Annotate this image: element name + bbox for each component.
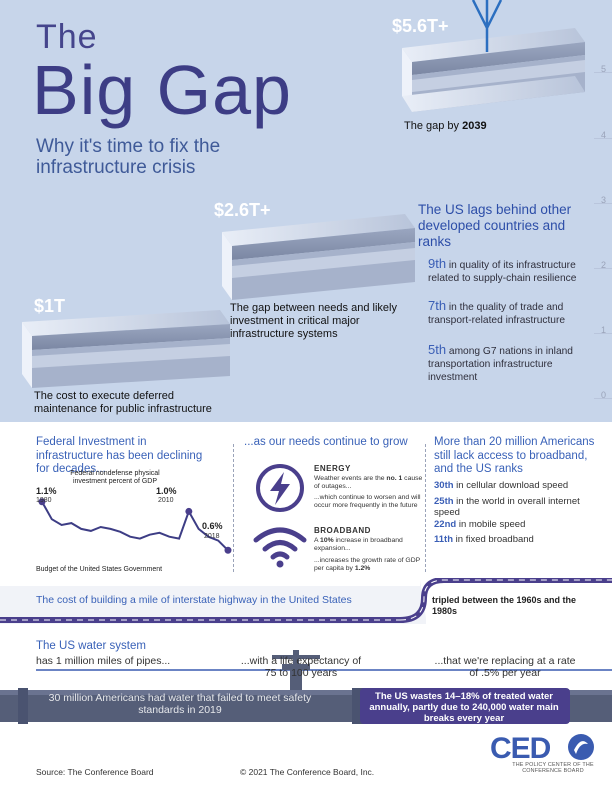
rank-item: 9th in quality of its infrastructure rel… bbox=[428, 256, 600, 286]
point-year: 2018 bbox=[204, 533, 220, 540]
axis-tick: 5 bbox=[600, 64, 606, 74]
water-life-text: ...with a life expectancy of 75 to 100 y… bbox=[240, 655, 362, 679]
federal-heading: Federal Investment in infrastructure has… bbox=[36, 436, 203, 475]
amount-1t: $1T bbox=[34, 296, 66, 316]
rank-text: in fixed broadband bbox=[453, 534, 534, 545]
axis-tick-line bbox=[594, 203, 612, 204]
unsafe-water-text: 30 million Americans had water that fail… bbox=[48, 692, 312, 716]
rank-text: in cellular download speed bbox=[453, 480, 569, 491]
broadband-rank: 11th in fixed broadband bbox=[434, 534, 604, 545]
axis-tick: 1 bbox=[600, 325, 606, 335]
footer-copyright: © 2021 The Conference Board, Inc. bbox=[240, 767, 375, 777]
rank-item: 7th in the quality of trade and transpor… bbox=[428, 298, 600, 328]
point-year: 1980 bbox=[36, 497, 52, 504]
broadband-text-emph: 10% bbox=[320, 537, 334, 544]
axis-tick: 4 bbox=[600, 130, 606, 140]
energy-text-part: Weather events are the bbox=[314, 475, 385, 482]
rank-number: 22nd bbox=[434, 519, 457, 530]
ced-logo: CED bbox=[490, 732, 551, 765]
rank-number: 30th bbox=[434, 480, 454, 491]
footer-source: Source: The Conference Board bbox=[36, 767, 154, 777]
broadband-rank: 25th in the world in overall internet sp… bbox=[434, 496, 584, 518]
beam-5-6t bbox=[402, 0, 585, 112]
chart-point bbox=[185, 507, 193, 515]
beam-1t bbox=[22, 310, 230, 388]
beam-2-6t bbox=[222, 214, 415, 300]
axis-tick: 2 bbox=[600, 260, 606, 270]
point-label: 1.0% bbox=[156, 486, 177, 496]
lag-heading: The US lags behind other developed count… bbox=[418, 202, 572, 249]
title-the: The bbox=[36, 18, 98, 56]
energy-text-1: Weather events are the no. 1 cause of ou… bbox=[314, 475, 424, 491]
axis-tick: 0 bbox=[600, 390, 606, 400]
broadband-text-part: A bbox=[314, 537, 321, 544]
energy-text-emph: no. 1 bbox=[386, 475, 403, 482]
ced-logo-mark bbox=[568, 734, 594, 760]
tripled-text: tripled between the 1960s and the 1980s bbox=[432, 595, 577, 616]
rank-item: 5th among G7 nations in inland transport… bbox=[428, 342, 600, 384]
amount-2-6t: $2.6T+ bbox=[214, 200, 271, 220]
needs-heading: ...as our needs continue to grow bbox=[244, 436, 408, 448]
caption-2-6t: The gap between needs and likely investm… bbox=[230, 302, 397, 340]
caption-5-6t: The gap by 2039 bbox=[404, 120, 487, 133]
rank-text: in quality of its infrastructure related… bbox=[428, 260, 577, 284]
axis-tick-line bbox=[594, 398, 612, 399]
federal-investment-chart bbox=[38, 498, 232, 554]
caption-year: 2039 bbox=[462, 120, 487, 132]
rank-number: 5th bbox=[428, 342, 447, 357]
water-waste-text: The US wastes 14–18% of treated water an… bbox=[369, 691, 559, 724]
rank-number: 9th bbox=[428, 256, 447, 271]
axis-tick-line bbox=[594, 138, 612, 139]
road-cost-text: The cost of building a mile of interstat… bbox=[36, 594, 352, 606]
rank-text: in the quality of trade and transport-re… bbox=[428, 302, 566, 326]
lightning-icon bbox=[256, 464, 304, 512]
caption-prefix: The gap by bbox=[404, 120, 463, 132]
hero-section: The Big Gap Why it's time to fix the inf… bbox=[0, 0, 612, 422]
divider bbox=[425, 444, 426, 572]
rank-number: 25th bbox=[434, 496, 454, 507]
rank-text: among G7 nations in inland transportatio… bbox=[428, 346, 573, 383]
broadband-text-1: A 10% increase in broadband expansion... bbox=[314, 537, 422, 553]
chart-point bbox=[224, 546, 232, 554]
water-heading: The US water system bbox=[36, 640, 146, 652]
energy-text-2: ...which continue to worsen and will occ… bbox=[314, 494, 421, 509]
broadband-gap-heading: More than 20 million Americans still lac… bbox=[434, 436, 595, 475]
broadband-rank: 22nd in mobile speed bbox=[434, 519, 604, 530]
axis-tick-line bbox=[594, 72, 612, 73]
rank-number: 7th bbox=[428, 298, 447, 313]
ced-tagline: THE POLICY CENTER OF THE CONFERENCE BOAR… bbox=[512, 762, 594, 775]
point-label: 0.6% bbox=[202, 521, 223, 531]
broadband-rank: 30th in cellular download speed bbox=[434, 480, 604, 491]
broadband-text-part: ...increases the growth rate of GDP per … bbox=[314, 557, 421, 572]
subtitle: Why it's time to fix the infrastructure … bbox=[36, 136, 221, 178]
energy-title: ENERGY bbox=[314, 464, 351, 473]
big-pipe bbox=[0, 688, 612, 724]
axis-tick-line bbox=[594, 268, 612, 269]
caption-1t: The cost to execute deferred maintenance… bbox=[34, 390, 212, 415]
broadband-text-emph: 1.2% bbox=[354, 565, 371, 572]
chart-note: Federal nondefense physical investment p… bbox=[70, 470, 160, 486]
rank-text: in mobile speed bbox=[456, 519, 526, 530]
steel-beams-illustration bbox=[22, 0, 585, 388]
rank-text: in the world in overall internet speed bbox=[434, 496, 580, 518]
broadband-title: BROADBAND bbox=[314, 526, 371, 535]
broadband-text-part: increase in broadband expansion... bbox=[314, 537, 403, 552]
water-pipes-text: has 1 million miles of pipes... bbox=[36, 655, 171, 667]
axis-tick-line bbox=[594, 333, 612, 334]
rank-number: 11th bbox=[434, 534, 454, 545]
amount-5-6t: $5.6T+ bbox=[392, 16, 449, 36]
water-replacing-text: ...that we're replacing at a rate of .5%… bbox=[434, 655, 576, 679]
wifi-icon bbox=[253, 527, 307, 568]
point-year: 2010 bbox=[158, 497, 174, 504]
divider bbox=[233, 444, 234, 572]
chart-point bbox=[38, 498, 46, 506]
axis-tick: 3 bbox=[600, 195, 606, 205]
page-title: Big Gap bbox=[32, 51, 292, 129]
highway-illustration bbox=[0, 578, 612, 624]
point-label: 1.1% bbox=[36, 486, 57, 496]
energy-text-part: cause of outages... bbox=[314, 475, 423, 490]
broadband-text-2: ...increases the growth rate of GDP per … bbox=[314, 557, 422, 573]
chart-source: Budget of the United States Government bbox=[36, 566, 163, 573]
federal-line-series bbox=[41, 501, 229, 552]
